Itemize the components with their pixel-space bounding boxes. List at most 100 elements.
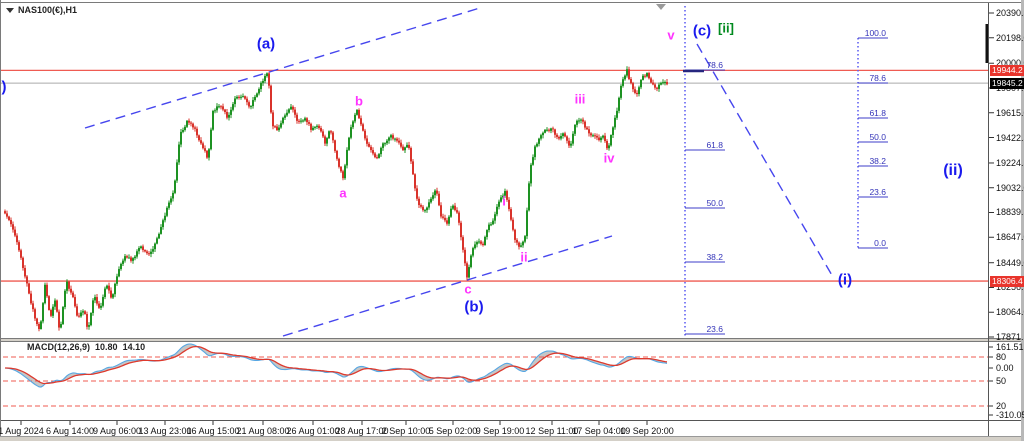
symbol-label[interactable]: NAS100(€),H1 [6,5,77,15]
wave-label-v[interactable]: v [667,27,675,43]
candle-body [316,125,318,127]
candle-body [516,239,518,243]
chart-shift-marker-icon[interactable] [656,4,666,10]
candle-body [352,121,354,128]
candle-body [148,253,150,255]
candle-body [58,311,60,328]
candle-body [466,263,468,278]
candle-body [354,114,356,122]
candle-body [522,241,524,246]
candle-body [536,143,538,147]
candle-body [620,85,622,98]
candle-body [290,106,292,110]
candle-body [122,260,124,264]
candle-body [470,255,472,268]
candle-body [114,283,116,295]
candle-body [476,242,478,245]
candle-body [70,288,72,293]
candle-body [6,213,8,217]
candle-body [142,246,144,251]
candle-body [628,69,630,80]
candle-body [646,73,648,77]
candle-body [302,120,304,122]
candle-body [560,136,562,139]
macd-value-1: 10.80 [95,342,118,352]
candle-body [180,131,182,145]
candle-body [72,292,74,298]
wave-label-b[interactable]: (b) [464,298,484,316]
candle-body [20,250,22,258]
candle-body [496,206,498,215]
candle-body [46,284,48,297]
candle-body [50,310,52,316]
candle-body [332,132,334,141]
wave-label-ii[interactable]: (ii) [943,162,963,179]
candle-body [610,134,612,146]
time-axis-label: 13 Aug 23:00 [138,426,192,436]
candle-body [586,127,588,130]
price-axis-label: 18449.0 [996,257,1024,268]
candle-body [248,102,250,107]
wave-label-[interactable]: ) [1,78,7,96]
trendline-2[interactable] [282,235,613,337]
trendline-1[interactable] [84,6,484,129]
wave-label-ii[interactable]: [ii] [718,20,734,36]
candle-body [80,312,82,317]
candle-body [130,257,132,261]
candle-body [526,210,528,237]
candle-body [86,314,88,327]
pane-splitter[interactable] [0,338,1024,342]
candle-body [362,124,364,131]
wave-label-a[interactable]: (a) [256,35,276,53]
candle-body [654,84,656,88]
candle-body [112,294,114,298]
candle-body [426,207,428,211]
candle-body [30,293,32,304]
fibonacci-2[interactable] [857,37,888,249]
price-axis-label: 19422.5 [996,132,1024,143]
trendline-3[interactable] [696,43,834,278]
candle-body [120,263,122,270]
candle-body [402,146,404,151]
time-axis-label: 21 Aug 08:00 [236,426,290,436]
candle-body [624,75,626,80]
candle-body [638,87,640,95]
candle-body [432,195,434,199]
candle-body [118,269,120,277]
candle-body [494,214,496,221]
price-badge-19845.2: 19845.2 [990,77,1024,89]
candle-body [326,138,328,144]
symbol-dropdown-icon[interactable] [6,8,14,14]
candle-body [370,146,372,151]
wave-label-iv[interactable]: iv [603,150,615,166]
candle-body [168,202,170,208]
wave-label-c[interactable]: (c) [692,22,712,40]
fibonacci-1[interactable] [683,6,725,336]
wave-label-c[interactable]: c [464,281,472,297]
candle-body [632,83,634,90]
candle-body [644,75,646,77]
candle-body [22,257,24,268]
candle-body [274,126,276,128]
candle-body [656,87,658,89]
wave-label-i[interactable]: i [502,193,506,209]
candle-body [472,248,474,256]
candle-body [164,215,166,221]
candle-body [342,171,344,179]
candle-body [240,96,242,98]
time-axis-label: 28 Aug 17:00 [335,426,389,436]
wave-label-b[interactable]: b [355,93,363,109]
wave-label-iii[interactable]: iii [574,91,586,107]
candle-body [296,114,298,121]
candle-body [242,96,244,98]
wave-label-ii[interactable]: ii [520,249,528,265]
candle-body [238,96,240,98]
candle-body [150,251,152,254]
wave-label-i[interactable]: (i) [837,271,853,289]
candle-body [82,311,84,313]
candle-body [502,195,504,198]
candle-body [304,118,306,121]
wave-label-a[interactable]: a [339,185,347,201]
candle-body [506,191,508,200]
